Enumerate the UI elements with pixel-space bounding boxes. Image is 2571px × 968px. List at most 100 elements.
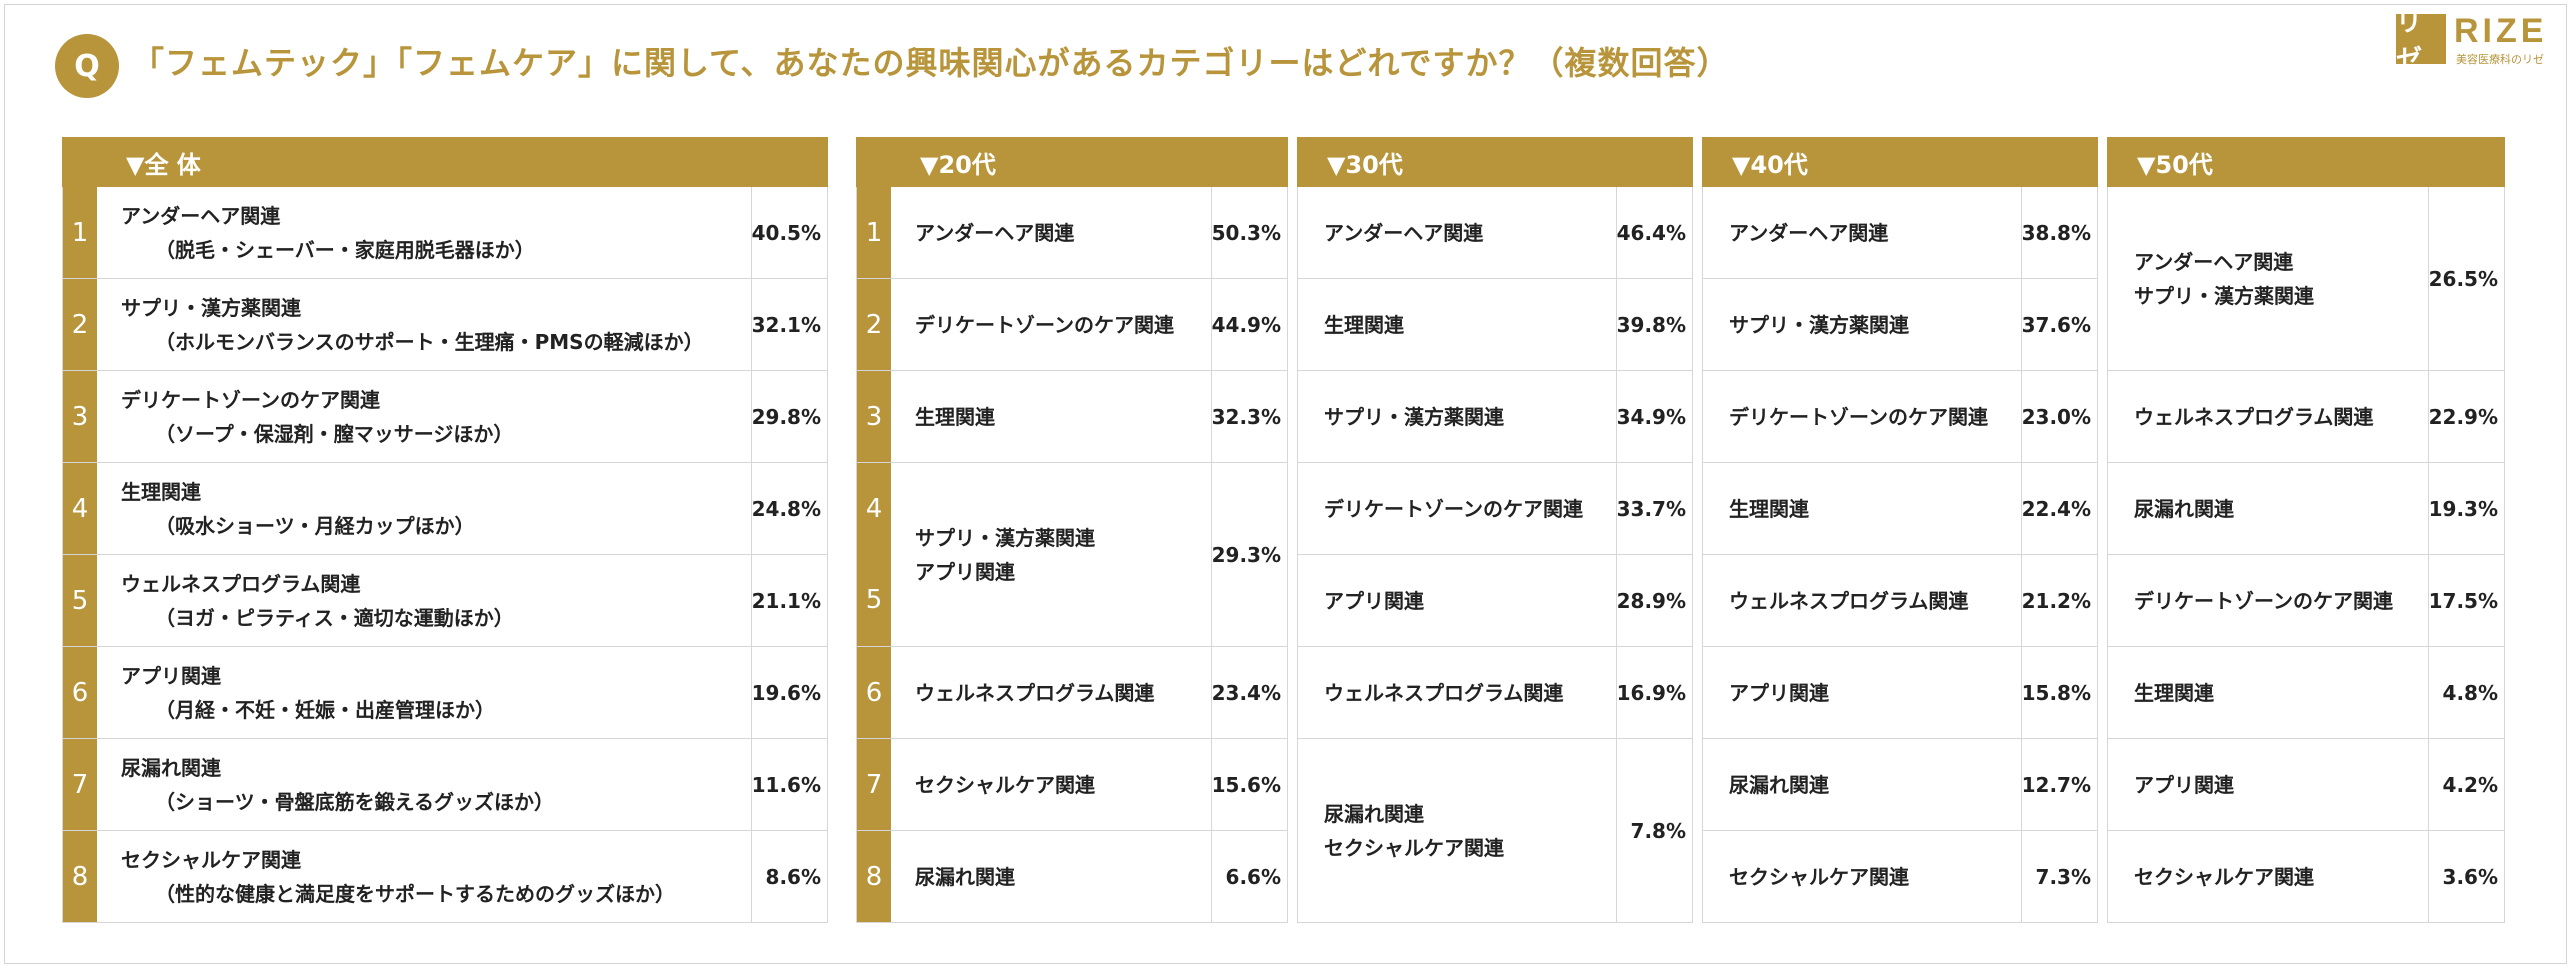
percentage-value: 34.9% [1617,371,1693,462]
category-name: 尿漏れ関連 [1324,801,1424,826]
table-row: アンダーヘア関連 38.8% [1703,187,2098,279]
category-label: 生理関連 [1298,279,1617,370]
category-name: アプリ関連 [121,663,221,688]
category-name: アンダーヘア関連 [1729,220,1889,245]
category-label: 尿漏れ関連 [2108,463,2429,554]
percentage-value: 44.9% [1212,279,1288,370]
rank-number: 7 [857,739,891,830]
table-row: 4 5 サプリ・漢方薬関連 アプリ関連 29.3% [857,463,1288,647]
category-label: アプリ関連 [1703,647,2022,738]
table-row: ウェルネスプログラム関連 16.9% [1298,647,1693,739]
table-row: 3 生理関連 32.3% [857,371,1288,463]
category-label: アンダーヘア関連 [1298,187,1617,278]
category-label: サプリ・漢方薬関連 [1298,371,1617,462]
panel-rows: アンダーヘア関連 38.8% サプリ・漢方薬関連 37.6% デリケートゾーンのケア関連… [1702,187,2098,923]
rank-number-value: 8 [71,861,89,892]
category-name: アプリ関連 [2134,772,2234,797]
category-name: アンダーヘア関連 [121,203,281,228]
table-row: 生理関連 22.4% [1703,463,2098,555]
percentage-value: 22.4% [2022,463,2098,554]
percentage-value: 21.2% [2022,555,2098,646]
category-label: セクシャルケア関連 [891,739,1212,830]
category-name: 尿漏れ関連 [2134,496,2234,521]
rank-number-value: 8 [865,861,883,892]
table-row: 7 セクシャルケア関連 15.6% [857,739,1288,831]
percentage-value: 23.0% [2022,371,2098,462]
percentage-value: 7.8% [1617,739,1693,922]
table-row: セクシャルケア関連 3.6% [2108,831,2505,923]
rank-number: 8 [63,831,97,922]
table-row: 4 生理関連 （吸水ショーツ・月経カップほか） 24.8% [63,463,828,555]
percentage-value: 3.6% [2429,831,2505,922]
category-name: ウェルネスプログラム関連 [121,571,361,596]
category-label: アプリ関連 [2108,739,2429,830]
table-row: セクシャルケア関連 7.3% [1703,831,2098,923]
rank-number: 3 [63,371,97,462]
panel-20s: ▼20代 1 アンダーヘア関連 50.3% 2 デリケートゾーンのケア関連 44.9% 3 生理… [856,137,1288,923]
percentage-value: 16.9% [1617,647,1693,738]
category-name: ウェルネスプログラム関連 [2134,404,2374,429]
table-row: 生理関連 4.8% [2108,647,2505,739]
panel-title: ▼30代 [1297,137,1693,187]
category-label: 尿漏れ関連 （ショーツ・骨盤底筋を鍛えるグッズほか） [97,739,752,830]
percentage-value: 7.3% [2022,831,2098,922]
panel-rows: アンダーヘア関連 46.4% 生理関連 39.8% サプリ・漢方薬関連 34.9% デリケー… [1297,187,1693,923]
table-row: 1 アンダーヘア関連 （脱毛・シェーバー・家庭用脱毛器ほか） 40.5% [63,187,828,279]
percentage-value: 29.3% [1212,463,1288,646]
category-label: セクシャルケア関連 [2108,831,2429,922]
category-label: アプリ関連 （月経・不妊・妊娠・出産管理ほか） [97,647,752,738]
rank-number-value: 1 [865,217,883,248]
table-row: ウェルネスプログラム関連 21.2% [1703,555,2098,647]
category-name: デリケートゾーンのケア関連 [1324,496,1583,521]
category-label: サプリ・漢方薬関連 アプリ関連 [891,463,1212,646]
panel-title: ▼20代 [856,137,1288,187]
panel-title: ▼全 体 [62,137,828,187]
table-row: デリケートゾーンのケア関連 33.7% [1298,463,1693,555]
category-name: デリケートゾーンのケア関連 [915,312,1174,337]
table-row: アンダーヘア関連 サプリ・漢方薬関連 26.5% [2108,187,2505,371]
percentage-value: 32.1% [752,279,828,370]
category-name: 尿漏れ関連 [121,755,221,780]
rank-number: 2 [857,279,891,370]
panel-rows: 1 アンダーヘア関連 50.3% 2 デリケートゾーンのケア関連 44.9% 3 生理関連 32… [856,187,1288,923]
rank-number: 8 [857,831,891,922]
page-frame [4,4,2567,964]
percentage-value: 19.6% [752,647,828,738]
panel-40s: ▼40代 アンダーヘア関連 38.8% サプリ・漢方薬関連 37.6% デリケートゾーンの… [1702,137,2098,923]
percentage-value: 4.2% [2429,739,2505,830]
table-row: 尿漏れ関連 19.3% [2108,463,2505,555]
percentage-value: 39.8% [1617,279,1693,370]
table-row: 6 アプリ関連 （月経・不妊・妊娠・出産管理ほか） 19.6% [63,647,828,739]
category-label: セクシャルケア関連 （性的な健康と満足度をサポートするためのグッズほか） [97,831,752,922]
category-label: ウェルネスプログラム関連 [2108,371,2429,462]
percentage-value: 8.6% [752,831,828,922]
category-examples: （月経・不妊・妊娠・出産管理ほか） [155,697,495,722]
category-name: ウェルネスプログラム関連 [1729,588,1969,613]
panel-rows: 1 アンダーヘア関連 （脱毛・シェーバー・家庭用脱毛器ほか） 40.5% 2 サプリ・漢方… [62,187,828,923]
table-row: デリケートゾーンのケア関連 17.5% [2108,555,2505,647]
category-examples: （ショーツ・骨盤底筋を鍛えるグッズほか） [155,789,554,814]
category-name: アプリ関連 [1324,588,1424,613]
category-name: セクシャルケア関連 [915,772,1095,797]
rank-number-value: 7 [71,769,89,800]
table-row: ウェルネスプログラム関連 22.9% [2108,371,2505,463]
panel-rows: アンダーヘア関連 サプリ・漢方薬関連 26.5% ウェルネスプログラム関連 22.9% 尿… [2107,187,2505,923]
rank-number: 1 [63,187,97,278]
category-label: サプリ・漢方薬関連 （ホルモンバランスのサポート・生理痛・PMSの軽減ほか） [97,279,752,370]
percentage-value: 26.5% [2429,187,2505,370]
category-name: アンダーヘア関連 [1324,220,1484,245]
percentage-value: 22.9% [2429,371,2505,462]
category-name: 生理関連 [915,404,995,429]
table-row: 3 デリケートゾーンのケア関連 （ソープ・保湿剤・膣マッサージほか） 29.8% [63,371,828,463]
table-row: デリケートゾーンのケア関連 23.0% [1703,371,2098,463]
category-label: 生理関連 [1703,463,2022,554]
category-name: ウェルネスプログラム関連 [915,680,1155,705]
table-row: アプリ関連 15.8% [1703,647,2098,739]
table-row: 2 デリケートゾーンのケア関連 44.9% [857,279,1288,371]
category-label: アンダーヘア関連 [891,187,1212,278]
category-name: アンダーヘア関連 [915,220,1075,245]
table-row: 尿漏れ関連 12.7% [1703,739,2098,831]
percentage-value: 11.6% [752,739,828,830]
category-name: サプリ・漢方薬関連 [915,525,1095,550]
